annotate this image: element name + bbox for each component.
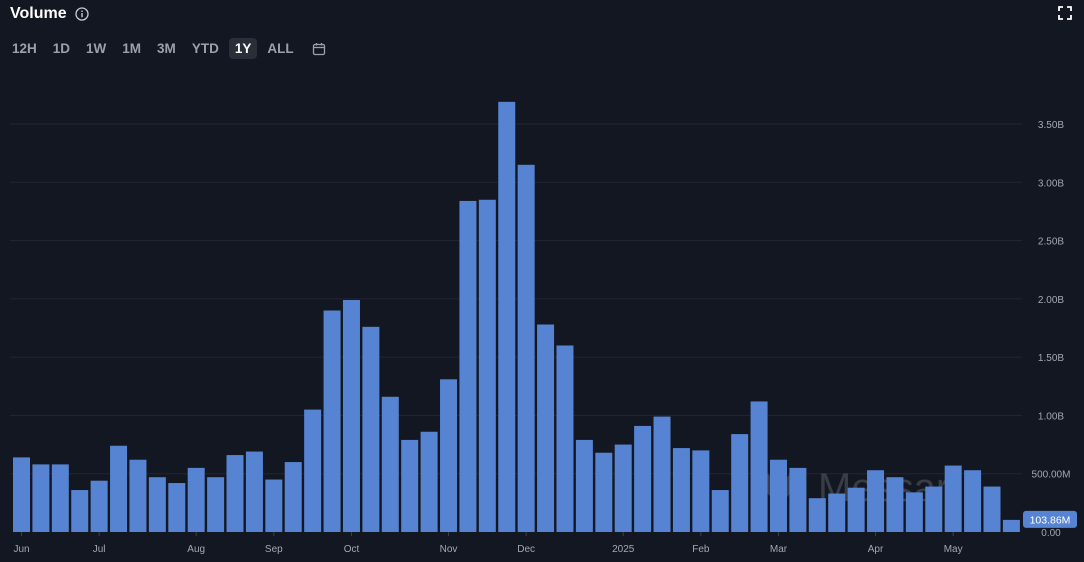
current-value-label: 103.86M — [1030, 514, 1071, 526]
volume-bar[interactable] — [905, 492, 923, 532]
volume-bar[interactable] — [362, 326, 380, 532]
volume-bar[interactable] — [537, 324, 555, 533]
volume-bar[interactable] — [1002, 519, 1020, 532]
y-tick-label: 2.50B — [1038, 237, 1064, 248]
range-all-button[interactable]: ALL — [267, 41, 294, 56]
time-range-selector: 12H 1D 1W 1M 3M YTD 1Y ALL — [6, 38, 326, 59]
volume-bar[interactable] — [575, 439, 593, 532]
range-1m-button[interactable]: 1M — [122, 41, 142, 56]
volume-bar[interactable] — [304, 409, 322, 532]
y-tick-label: 3.50B — [1038, 120, 1064, 131]
x-tick-label: Aug — [187, 544, 205, 555]
grid-lines — [10, 123, 1022, 475]
volume-bar[interactable] — [245, 451, 263, 532]
x-tick-label: Dec — [517, 544, 535, 555]
volume-bar[interactable] — [51, 464, 69, 532]
range-3m-button[interactable]: 3M — [157, 41, 176, 56]
x-tick-label: Nov — [440, 544, 458, 555]
y-tick-label: 0.00 — [1041, 528, 1061, 539]
bars — [13, 101, 1020, 533]
volume-bar[interactable] — [284, 462, 302, 532]
volume-bar[interactable] — [110, 445, 128, 532]
volume-bar[interactable] — [983, 486, 1001, 532]
volume-bar[interactable] — [556, 345, 574, 532]
volume-bar[interactable] — [828, 493, 846, 532]
volume-bar[interactable] — [71, 490, 89, 532]
range-ytd-button[interactable]: YTD — [191, 41, 219, 56]
volume-bar[interactable] — [653, 416, 671, 532]
volume-bar[interactable] — [478, 199, 496, 532]
volume-bar[interactable] — [517, 164, 535, 533]
volume-bar[interactable] — [867, 470, 885, 532]
current-value-marker: 103.86M — [1023, 510, 1077, 528]
volume-bar[interactable] — [90, 480, 108, 532]
volume-bar[interactable] — [886, 477, 904, 532]
volume-bar[interactable] — [750, 401, 768, 532]
range-1w-button[interactable]: 1W — [86, 41, 107, 56]
volume-bar[interactable] — [13, 457, 30, 532]
range-1y-button[interactable]: 1Y — [228, 38, 258, 59]
volume-bar[interactable] — [265, 479, 283, 532]
volume-bar[interactable] — [226, 455, 244, 532]
y-axis-ticks: 0.00 500.00M 1.00B 1.50B 2.00B 2.50B 3.00B 3.50… — [1032, 120, 1071, 539]
calendar-icon[interactable] — [312, 42, 326, 56]
x-tick-label: Mar — [770, 544, 788, 555]
volume-bar[interactable] — [381, 396, 399, 532]
volume-bar[interactable] — [672, 448, 690, 532]
volume-bar[interactable] — [498, 101, 516, 532]
volume-bar[interactable] — [731, 434, 749, 532]
volume-bar[interactable] — [148, 477, 166, 532]
volume-bar[interactable] — [789, 467, 807, 532]
info-icon[interactable] — [74, 7, 89, 21]
chart-title: Volume — [10, 5, 67, 22]
range-1d-button[interactable]: 1D — [52, 41, 71, 56]
volume-bar[interactable] — [440, 379, 458, 532]
current-value-badge — [1023, 510, 1077, 528]
volume-bar[interactable] — [401, 439, 419, 532]
volume-bar[interactable] — [459, 200, 477, 532]
range-12h-button[interactable]: 12H — [12, 41, 37, 56]
volume-bar[interactable] — [614, 444, 632, 532]
volume-bar[interactable] — [32, 464, 50, 532]
y-tick-label: 1.00B — [1038, 411, 1064, 422]
x-tick-label: Jul — [93, 544, 106, 555]
x-tick-label: Apr — [868, 544, 884, 555]
volume-bar[interactable] — [342, 300, 360, 532]
x-tick-label: May — [944, 544, 963, 555]
x-tick-label: Jun — [13, 544, 29, 555]
x-tick-label: 2025 — [612, 544, 635, 555]
volume-bar[interactable] — [207, 477, 225, 532]
x-tick-label: Sep — [265, 544, 283, 555]
x-axis-ticks: Jun Jul Aug Sep Oct Nov Dec 2025 Feb Mar Apr May — [13, 532, 963, 555]
volume-bar[interactable] — [808, 498, 826, 532]
volume-bar[interactable] — [692, 450, 710, 532]
fullscreen-icon[interactable] — [1058, 6, 1072, 20]
x-tick-label: Oct — [344, 544, 360, 555]
volume-bar[interactable] — [944, 465, 962, 532]
y-tick-label: 2.00B — [1038, 295, 1064, 306]
y-tick-label: 500.00M — [1032, 470, 1071, 481]
y-tick-label: 3.00B — [1038, 178, 1064, 189]
volume-bar[interactable] — [964, 470, 982, 532]
volume-bar[interactable] — [420, 431, 438, 532]
volume-bar[interactable] — [323, 310, 341, 532]
volume-bar[interactable] — [187, 467, 205, 532]
volume-bar[interactable] — [168, 483, 186, 532]
volume-bar[interactable] — [129, 459, 147, 532]
volume-bar[interactable] — [711, 490, 729, 532]
volume-bar[interactable] — [847, 487, 865, 532]
volume-bar[interactable] — [634, 425, 652, 532]
volume-bar[interactable] — [769, 459, 787, 532]
x-tick-label: Feb — [692, 544, 710, 555]
chart-header: Volume — [10, 4, 89, 24]
y-tick-label: 1.50B — [1038, 353, 1064, 364]
volume-bar[interactable] — [595, 452, 613, 532]
volume-bar[interactable] — [925, 486, 943, 532]
